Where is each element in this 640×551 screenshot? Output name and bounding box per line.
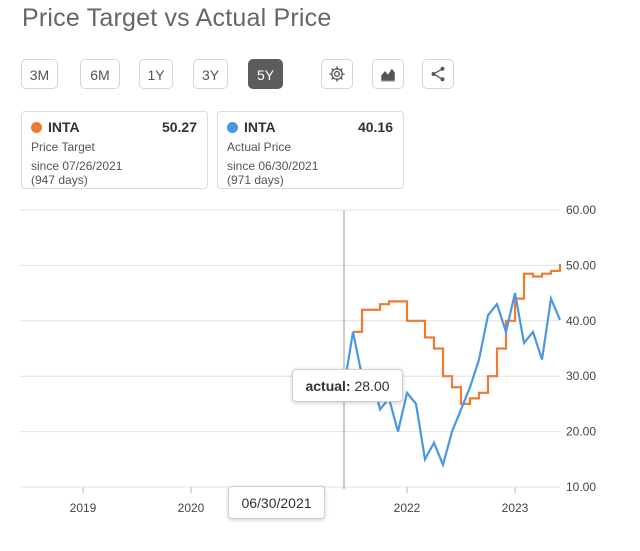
card-kind: Price Target xyxy=(31,140,95,154)
card-ticker: INTA xyxy=(48,119,80,135)
share-button[interactable] xyxy=(422,59,454,89)
y-tick-label: 50.00 xyxy=(566,258,596,272)
tooltip-label: actual: xyxy=(305,378,351,394)
actual-price-legend-dot xyxy=(227,122,238,133)
x-tick-label: 2023 xyxy=(502,501,529,515)
card-kind: Actual Price xyxy=(227,140,292,154)
range-5y-button[interactable]: 5Y xyxy=(248,59,283,89)
tooltip-value: 28.00 xyxy=(354,378,390,394)
range-3y-button[interactable]: 3Y xyxy=(193,59,228,89)
card-days: (947 days) xyxy=(31,173,88,187)
y-tick-label: 10.00 xyxy=(566,480,596,494)
y-tick-label: 40.00 xyxy=(566,314,596,328)
gear-icon xyxy=(329,66,345,82)
value-tooltip: actual: 28.00 xyxy=(292,369,403,402)
range-1y-button[interactable]: 1Y xyxy=(139,59,173,89)
card-value: 50.27 xyxy=(161,119,197,135)
y-tick-label: 20.00 xyxy=(566,425,596,439)
settings-button[interactable] xyxy=(321,59,353,89)
chart-type-button[interactable] xyxy=(372,59,404,89)
y-tick-label: 60.00 xyxy=(566,203,596,217)
actual-price-series-line xyxy=(342,292,562,469)
x-tick-label: 2020 xyxy=(178,501,205,515)
card-since: since 06/30/2021 xyxy=(227,159,319,173)
crosshair-date-label: 06/30/2021 xyxy=(228,486,325,519)
range-6m-button[interactable]: 6M xyxy=(80,59,120,89)
card-value: 40.16 xyxy=(357,119,393,135)
x-tick-label: 2019 xyxy=(70,501,97,515)
price-target-series-line xyxy=(353,263,562,405)
card-since: since 07/26/2021 xyxy=(31,159,123,173)
range-3m-button[interactable]: 3M xyxy=(21,59,58,89)
actual-price-card: INTA 40.16 Actual Price since 06/30/2021… xyxy=(217,111,404,189)
price-target-legend-dot xyxy=(31,122,42,133)
share-icon xyxy=(431,66,445,82)
chart-type-icon xyxy=(381,68,395,82)
x-tick-label: 2022 xyxy=(394,501,421,515)
card-ticker: INTA xyxy=(244,119,276,135)
page-title: Price Target vs Actual Price xyxy=(22,4,332,32)
y-tick-label: 30.00 xyxy=(566,369,596,383)
card-days: (971 days) xyxy=(227,173,284,187)
price-target-card: INTA 50.27 Price Target since 07/26/2021… xyxy=(21,111,208,189)
